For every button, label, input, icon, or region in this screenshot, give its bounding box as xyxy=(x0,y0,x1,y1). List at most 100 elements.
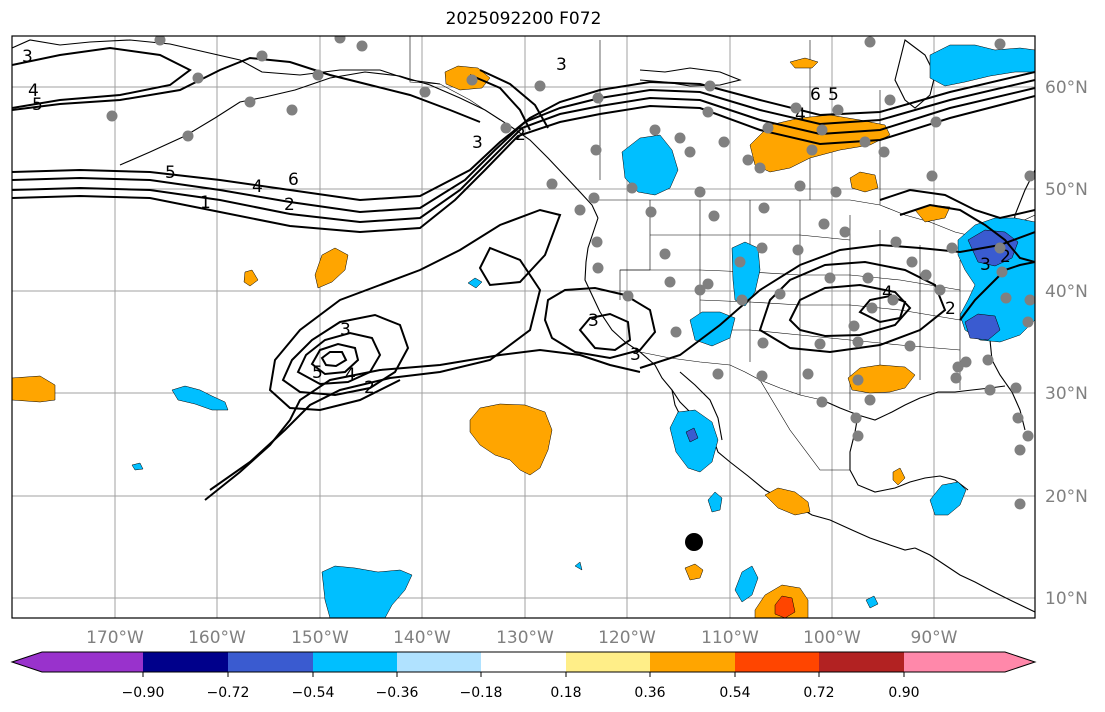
contour-line xyxy=(543,286,657,360)
colorbar-segment xyxy=(313,652,397,672)
colorbar-outline xyxy=(10,651,1037,673)
contour-line xyxy=(959,261,1035,321)
station-dot xyxy=(758,202,770,214)
colorbar-tick-label: 0.90 xyxy=(888,685,919,701)
border-alaska-canada xyxy=(409,36,501,121)
station-dot xyxy=(946,242,958,254)
contour-label: 3 xyxy=(630,345,641,365)
station-dot xyxy=(887,294,899,306)
station-dot xyxy=(106,110,118,122)
latitude-label: 30°N xyxy=(1045,384,1088,404)
negative-anomaly-region xyxy=(707,491,723,513)
map-frame xyxy=(11,35,1036,619)
station-dot xyxy=(1014,444,1026,456)
station-dot xyxy=(960,356,972,368)
negative-anomaly-region xyxy=(574,561,583,571)
coastline-alaska-north xyxy=(12,39,441,85)
longitude-label: 170°W xyxy=(86,628,144,648)
station-dot xyxy=(546,178,558,190)
contour-label: 3 xyxy=(340,320,351,340)
station-dot xyxy=(694,284,706,296)
contour-label: 3 xyxy=(980,255,991,275)
contour-label: 3 xyxy=(556,55,567,75)
station-dot xyxy=(890,236,902,248)
station-dot xyxy=(592,262,604,274)
colorbar-segment xyxy=(566,652,650,672)
border-mexico-1 xyxy=(759,379,850,471)
station-dot xyxy=(702,106,714,118)
latitude-label: 20°N xyxy=(1045,487,1088,507)
station-dot xyxy=(852,430,864,442)
latitude-label: 60°N xyxy=(1045,78,1088,98)
station-dot xyxy=(790,102,802,114)
station-dot xyxy=(754,162,766,174)
station-dot xyxy=(574,204,586,216)
contour-line xyxy=(310,342,360,376)
station-dot xyxy=(1022,430,1034,442)
longitude-label: 160°W xyxy=(188,628,246,648)
coastline-alaska-south xyxy=(119,71,599,219)
positive-anomaly-region xyxy=(243,269,259,287)
colorbar-extend-high xyxy=(904,652,1035,672)
station-dot xyxy=(419,86,431,98)
station-dot xyxy=(774,288,786,300)
positive-anomaly-region xyxy=(847,364,916,394)
positive-anomaly-region xyxy=(774,595,796,618)
colorbar-tick-label: 0.72 xyxy=(803,685,834,701)
negative-anomaly-region xyxy=(685,427,699,443)
colorbar-tick-label: 0.54 xyxy=(719,685,750,701)
station-dot xyxy=(592,92,604,104)
colorbar-tick-label: 0.36 xyxy=(634,685,665,701)
station-dot xyxy=(816,396,828,408)
colorbar-segment xyxy=(735,652,819,672)
station-dot xyxy=(934,284,946,296)
longitude-label: 110°W xyxy=(701,628,759,648)
longitude-label: 150°W xyxy=(291,628,349,648)
negative-anomaly-region xyxy=(669,409,719,473)
contour-label: 3 xyxy=(472,133,483,153)
negative-anomaly-region xyxy=(929,44,1035,87)
station-dot xyxy=(866,302,878,314)
station-dot xyxy=(736,294,748,306)
positive-anomaly-region xyxy=(892,467,906,486)
colorbar-segment xyxy=(650,652,735,672)
station-dot xyxy=(952,361,964,373)
station-dot xyxy=(930,116,942,128)
contour-line xyxy=(899,203,1035,263)
station-dot xyxy=(794,180,806,192)
station-dot xyxy=(830,186,842,198)
station-dot xyxy=(762,122,774,134)
latitude-label: 50°N xyxy=(1045,180,1088,200)
contour-line xyxy=(12,95,1035,234)
contour-line xyxy=(758,260,947,354)
contour-line xyxy=(879,188,1035,220)
station-dot xyxy=(244,96,256,108)
station-dot xyxy=(356,40,368,52)
positive-anomaly-region xyxy=(314,247,349,289)
contour-labels: 3 4 5 5 1 2 4 6 3 2 4 6 5 3 5 4 2 3 3 3 … xyxy=(22,47,1011,398)
station-dot xyxy=(670,326,682,338)
station-dots xyxy=(106,36,1035,510)
colorbar-extend-low xyxy=(12,652,143,672)
station-dot xyxy=(712,368,724,380)
station-dot xyxy=(1024,170,1035,182)
station-dot xyxy=(500,122,512,134)
negative-anomaly-region xyxy=(734,565,759,603)
contour-label: 5 xyxy=(165,163,176,183)
colorbar-segment xyxy=(819,652,904,672)
contour-label: 5 xyxy=(32,95,43,115)
station-dot xyxy=(694,186,706,198)
station-dot xyxy=(704,80,716,92)
station-dot xyxy=(626,182,638,194)
station-dot xyxy=(757,337,769,349)
station-dot xyxy=(756,242,768,254)
station-dot xyxy=(904,340,916,352)
station-dot xyxy=(848,320,860,332)
station-dot xyxy=(806,144,818,156)
station-dot xyxy=(818,218,830,230)
contour-label: 4 xyxy=(28,81,39,101)
station-dot xyxy=(1014,498,1026,510)
contour-label: 5 xyxy=(312,363,323,383)
political-borders xyxy=(409,36,1035,471)
